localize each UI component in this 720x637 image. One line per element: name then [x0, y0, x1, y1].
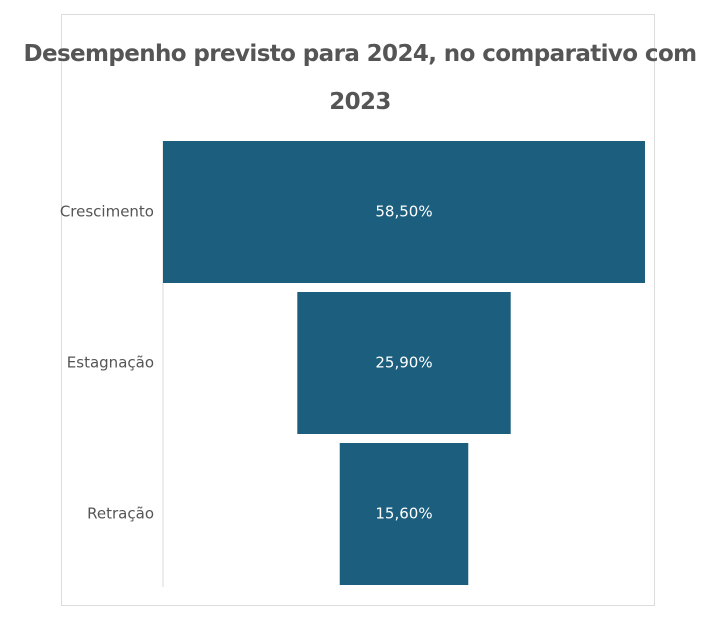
chart-title: Desempenho previsto para 2024, no compar… [0, 30, 720, 126]
chart-title-line-1: Desempenho previsto para 2024, no compar… [23, 41, 697, 67]
category-label-2: Retração [87, 505, 154, 523]
funnel-bar-2[interactable] [339, 443, 469, 585]
data-label-1: 25,90% [375, 354, 432, 372]
chart-title-line-2: 2023 [329, 89, 391, 115]
funnel-bar-0[interactable] [163, 141, 645, 283]
funnel-bar-1[interactable] [297, 292, 511, 434]
data-label-0: 58,50% [375, 203, 432, 221]
category-label-1: Estagnação [67, 354, 154, 372]
category-label-0: Crescimento [60, 203, 154, 221]
data-label-2: 15,60% [375, 505, 432, 523]
